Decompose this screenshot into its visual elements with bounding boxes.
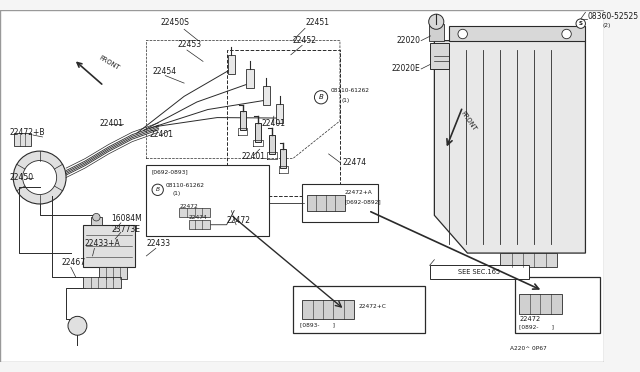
Text: FRONT: FRONT bbox=[98, 55, 121, 71]
Circle shape bbox=[13, 151, 66, 204]
Text: [0692-0892]: [0692-0892] bbox=[345, 199, 381, 204]
Circle shape bbox=[314, 91, 328, 104]
Text: (1): (1) bbox=[342, 98, 350, 103]
Text: 08360-52525: 08360-52525 bbox=[588, 12, 639, 21]
Text: (1): (1) bbox=[173, 192, 181, 196]
Text: 22401: 22401 bbox=[242, 152, 266, 161]
Text: 22472+B: 22472+B bbox=[10, 128, 45, 137]
Text: 22472: 22472 bbox=[227, 216, 251, 225]
Bar bbox=[14, 133, 31, 146]
Circle shape bbox=[68, 316, 87, 335]
Text: 22433: 22433 bbox=[147, 240, 170, 248]
Circle shape bbox=[576, 19, 586, 28]
Bar bbox=[246, 69, 254, 88]
Text: 22020: 22020 bbox=[396, 35, 420, 45]
Circle shape bbox=[458, 29, 467, 39]
Text: 22472+C: 22472+C bbox=[359, 304, 387, 309]
Text: SEE SEC.165: SEE SEC.165 bbox=[458, 269, 500, 275]
Text: 23773E: 23773E bbox=[111, 225, 140, 234]
Text: 22401: 22401 bbox=[262, 119, 285, 128]
Bar bbox=[292, 286, 425, 333]
Bar bbox=[302, 300, 354, 319]
Text: 22401: 22401 bbox=[149, 130, 173, 139]
Text: 22433+A: 22433+A bbox=[85, 240, 121, 248]
Circle shape bbox=[429, 14, 444, 29]
Bar bbox=[91, 217, 102, 225]
Text: (2): (2) bbox=[602, 23, 611, 28]
Text: 22454: 22454 bbox=[153, 67, 177, 76]
Bar bbox=[147, 165, 269, 236]
Bar bbox=[189, 220, 210, 230]
Text: [0692-0893]: [0692-0893] bbox=[151, 169, 188, 174]
Bar bbox=[255, 123, 260, 142]
Bar bbox=[429, 23, 444, 41]
Text: B: B bbox=[319, 94, 323, 100]
Bar bbox=[99, 267, 127, 279]
Text: 16084M: 16084M bbox=[111, 214, 142, 223]
Text: [0892-       ]: [0892- ] bbox=[519, 325, 554, 330]
Bar bbox=[83, 225, 135, 267]
Text: A220^ 0P67: A220^ 0P67 bbox=[510, 346, 547, 351]
Bar bbox=[228, 55, 235, 74]
Bar bbox=[240, 112, 246, 130]
Bar bbox=[429, 42, 449, 69]
Text: 22472: 22472 bbox=[519, 316, 541, 322]
Bar bbox=[302, 184, 378, 222]
Bar bbox=[515, 277, 600, 333]
Text: 22450: 22450 bbox=[10, 173, 33, 182]
Bar bbox=[280, 149, 286, 168]
Text: 22474: 22474 bbox=[189, 215, 207, 220]
Bar bbox=[227, 50, 340, 196]
Text: [0893-       ]: [0893- ] bbox=[300, 323, 335, 328]
Text: 22467: 22467 bbox=[61, 258, 86, 267]
Text: 08110-61262: 08110-61262 bbox=[165, 183, 204, 188]
Text: 22450S: 22450S bbox=[160, 17, 189, 26]
Bar bbox=[519, 294, 562, 314]
Bar bbox=[262, 86, 270, 105]
Polygon shape bbox=[435, 41, 586, 253]
Text: 22451: 22451 bbox=[305, 17, 329, 26]
Text: 22472: 22472 bbox=[179, 204, 198, 209]
Circle shape bbox=[93, 214, 100, 221]
Bar bbox=[429, 265, 529, 279]
Text: 22472+A: 22472+A bbox=[345, 190, 372, 195]
Bar bbox=[83, 277, 121, 288]
Text: S: S bbox=[579, 21, 583, 26]
Text: FRONT: FRONT bbox=[460, 110, 477, 132]
Bar bbox=[179, 208, 210, 217]
Bar bbox=[307, 195, 345, 211]
Bar bbox=[269, 135, 275, 154]
Text: 22474: 22474 bbox=[343, 158, 367, 167]
Bar bbox=[276, 104, 284, 123]
Text: 22020E: 22020E bbox=[392, 64, 420, 73]
Text: 22401: 22401 bbox=[99, 119, 123, 128]
Circle shape bbox=[22, 161, 57, 195]
Bar bbox=[500, 253, 557, 267]
Circle shape bbox=[562, 29, 572, 39]
Polygon shape bbox=[449, 26, 586, 41]
Text: 08110-61262: 08110-61262 bbox=[330, 88, 369, 93]
Text: 22452: 22452 bbox=[292, 35, 317, 45]
Circle shape bbox=[152, 184, 163, 195]
Text: B: B bbox=[156, 187, 160, 192]
Text: 22453: 22453 bbox=[177, 40, 202, 49]
